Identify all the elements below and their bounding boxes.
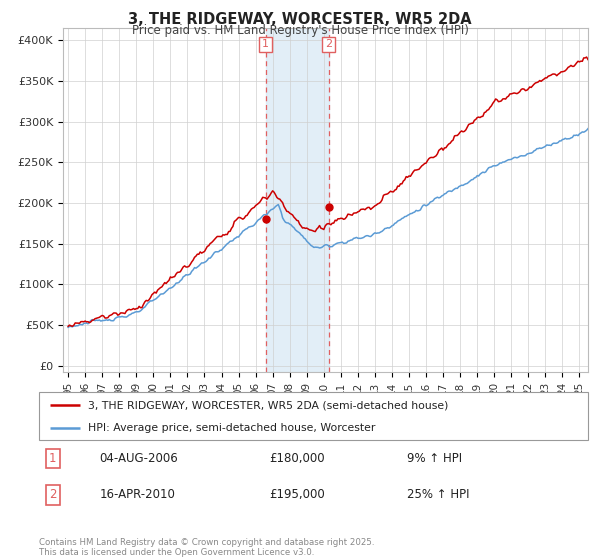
Text: 1: 1: [262, 39, 269, 49]
Text: 2: 2: [325, 39, 332, 49]
Text: 9% ↑ HPI: 9% ↑ HPI: [407, 452, 462, 465]
Text: HPI: Average price, semi-detached house, Worcester: HPI: Average price, semi-detached house,…: [88, 423, 376, 433]
Text: 3, THE RIDGEWAY, WORCESTER, WR5 2DA (semi-detached house): 3, THE RIDGEWAY, WORCESTER, WR5 2DA (sem…: [88, 400, 449, 410]
FancyBboxPatch shape: [39, 392, 588, 440]
Text: Price paid vs. HM Land Registry's House Price Index (HPI): Price paid vs. HM Land Registry's House …: [131, 24, 469, 36]
Text: 16-APR-2010: 16-APR-2010: [100, 488, 175, 501]
Text: 25% ↑ HPI: 25% ↑ HPI: [407, 488, 469, 501]
Text: £195,000: £195,000: [269, 488, 325, 501]
Text: £180,000: £180,000: [269, 452, 325, 465]
Bar: [266, 28, 329, 372]
Text: 1: 1: [49, 452, 56, 465]
Text: 3, THE RIDGEWAY, WORCESTER, WR5 2DA: 3, THE RIDGEWAY, WORCESTER, WR5 2DA: [128, 12, 472, 27]
Text: 2: 2: [49, 488, 56, 501]
Text: 04-AUG-2006: 04-AUG-2006: [100, 452, 178, 465]
Text: Contains HM Land Registry data © Crown copyright and database right 2025.
This d: Contains HM Land Registry data © Crown c…: [39, 538, 374, 557]
